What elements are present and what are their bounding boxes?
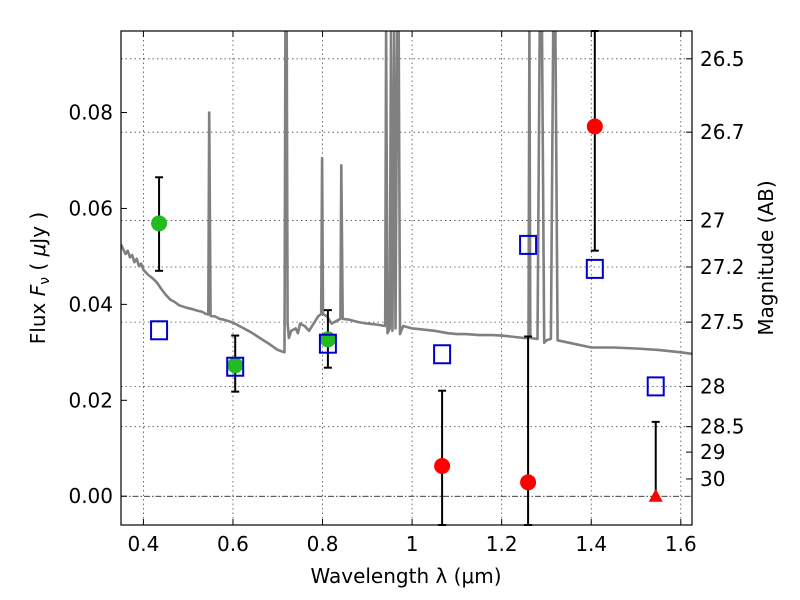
x-tick-label: 1.4	[575, 532, 607, 556]
y2-tick-label: 27.2	[700, 255, 745, 279]
y2-tick-label: 30	[700, 467, 725, 491]
y2-tick-label: 28	[700, 374, 725, 398]
gridlines	[121, 31, 692, 525]
x-axis-title: Wavelength λ (μm)	[310, 564, 501, 588]
y2-tick-label: 27	[700, 208, 725, 232]
y2-tick-label: 26.5	[700, 47, 745, 71]
model-photometry-square	[646, 376, 665, 397]
upper-limit-triangle	[648, 488, 663, 502]
y-tick-label: 0.02	[68, 388, 113, 412]
y-axis-title: Flux Fν ( μJy )	[26, 212, 53, 344]
axis-ticks: 0.4 0.6 0.8 1 1.2 1.4 1.6 0.00 0.02 0.04 0.06 0.08 2…	[68, 31, 745, 556]
nondetection-point	[434, 458, 451, 475]
y2-tick-label: 27.5	[700, 310, 745, 334]
x-tick-label: 1.6	[665, 532, 697, 556]
x-tick-label: 0.4	[127, 532, 159, 556]
y-tick-label: 0.06	[68, 196, 113, 220]
model-photometry-square	[585, 258, 604, 279]
y2-axis-title: Magnitude (AB)	[754, 180, 778, 335]
error-bars	[155, 30, 660, 526]
model-photometry-square	[318, 333, 337, 354]
detected-point	[151, 215, 168, 232]
x-tick-label: 0.6	[217, 532, 249, 556]
nondetection-point	[520, 474, 537, 491]
y2-tick-label: 28.5	[700, 415, 745, 439]
y-tick-label: 0.00	[68, 484, 113, 508]
y-tick-label: 0.08	[68, 101, 113, 125]
x-tick-label: 1	[406, 532, 419, 556]
x-tick-label: 1.2	[486, 532, 518, 556]
x-tick-label: 0.8	[307, 532, 339, 556]
model-photometry-square	[226, 356, 245, 377]
plot-frame	[120, 30, 693, 526]
y2-tick-label: 26.7	[700, 120, 745, 144]
data-markers	[150, 118, 665, 502]
model-sed-line	[121, 31, 692, 356]
detected-point	[227, 357, 244, 374]
y-tick-label: 0.04	[68, 292, 113, 316]
model-photometry-square	[519, 234, 538, 255]
y2-tick-label: 29	[700, 440, 725, 464]
nondetection-point	[586, 118, 603, 135]
model-photometry-square	[150, 320, 169, 341]
model-photometry-square	[433, 344, 452, 365]
model-sed-series	[121, 31, 692, 356]
